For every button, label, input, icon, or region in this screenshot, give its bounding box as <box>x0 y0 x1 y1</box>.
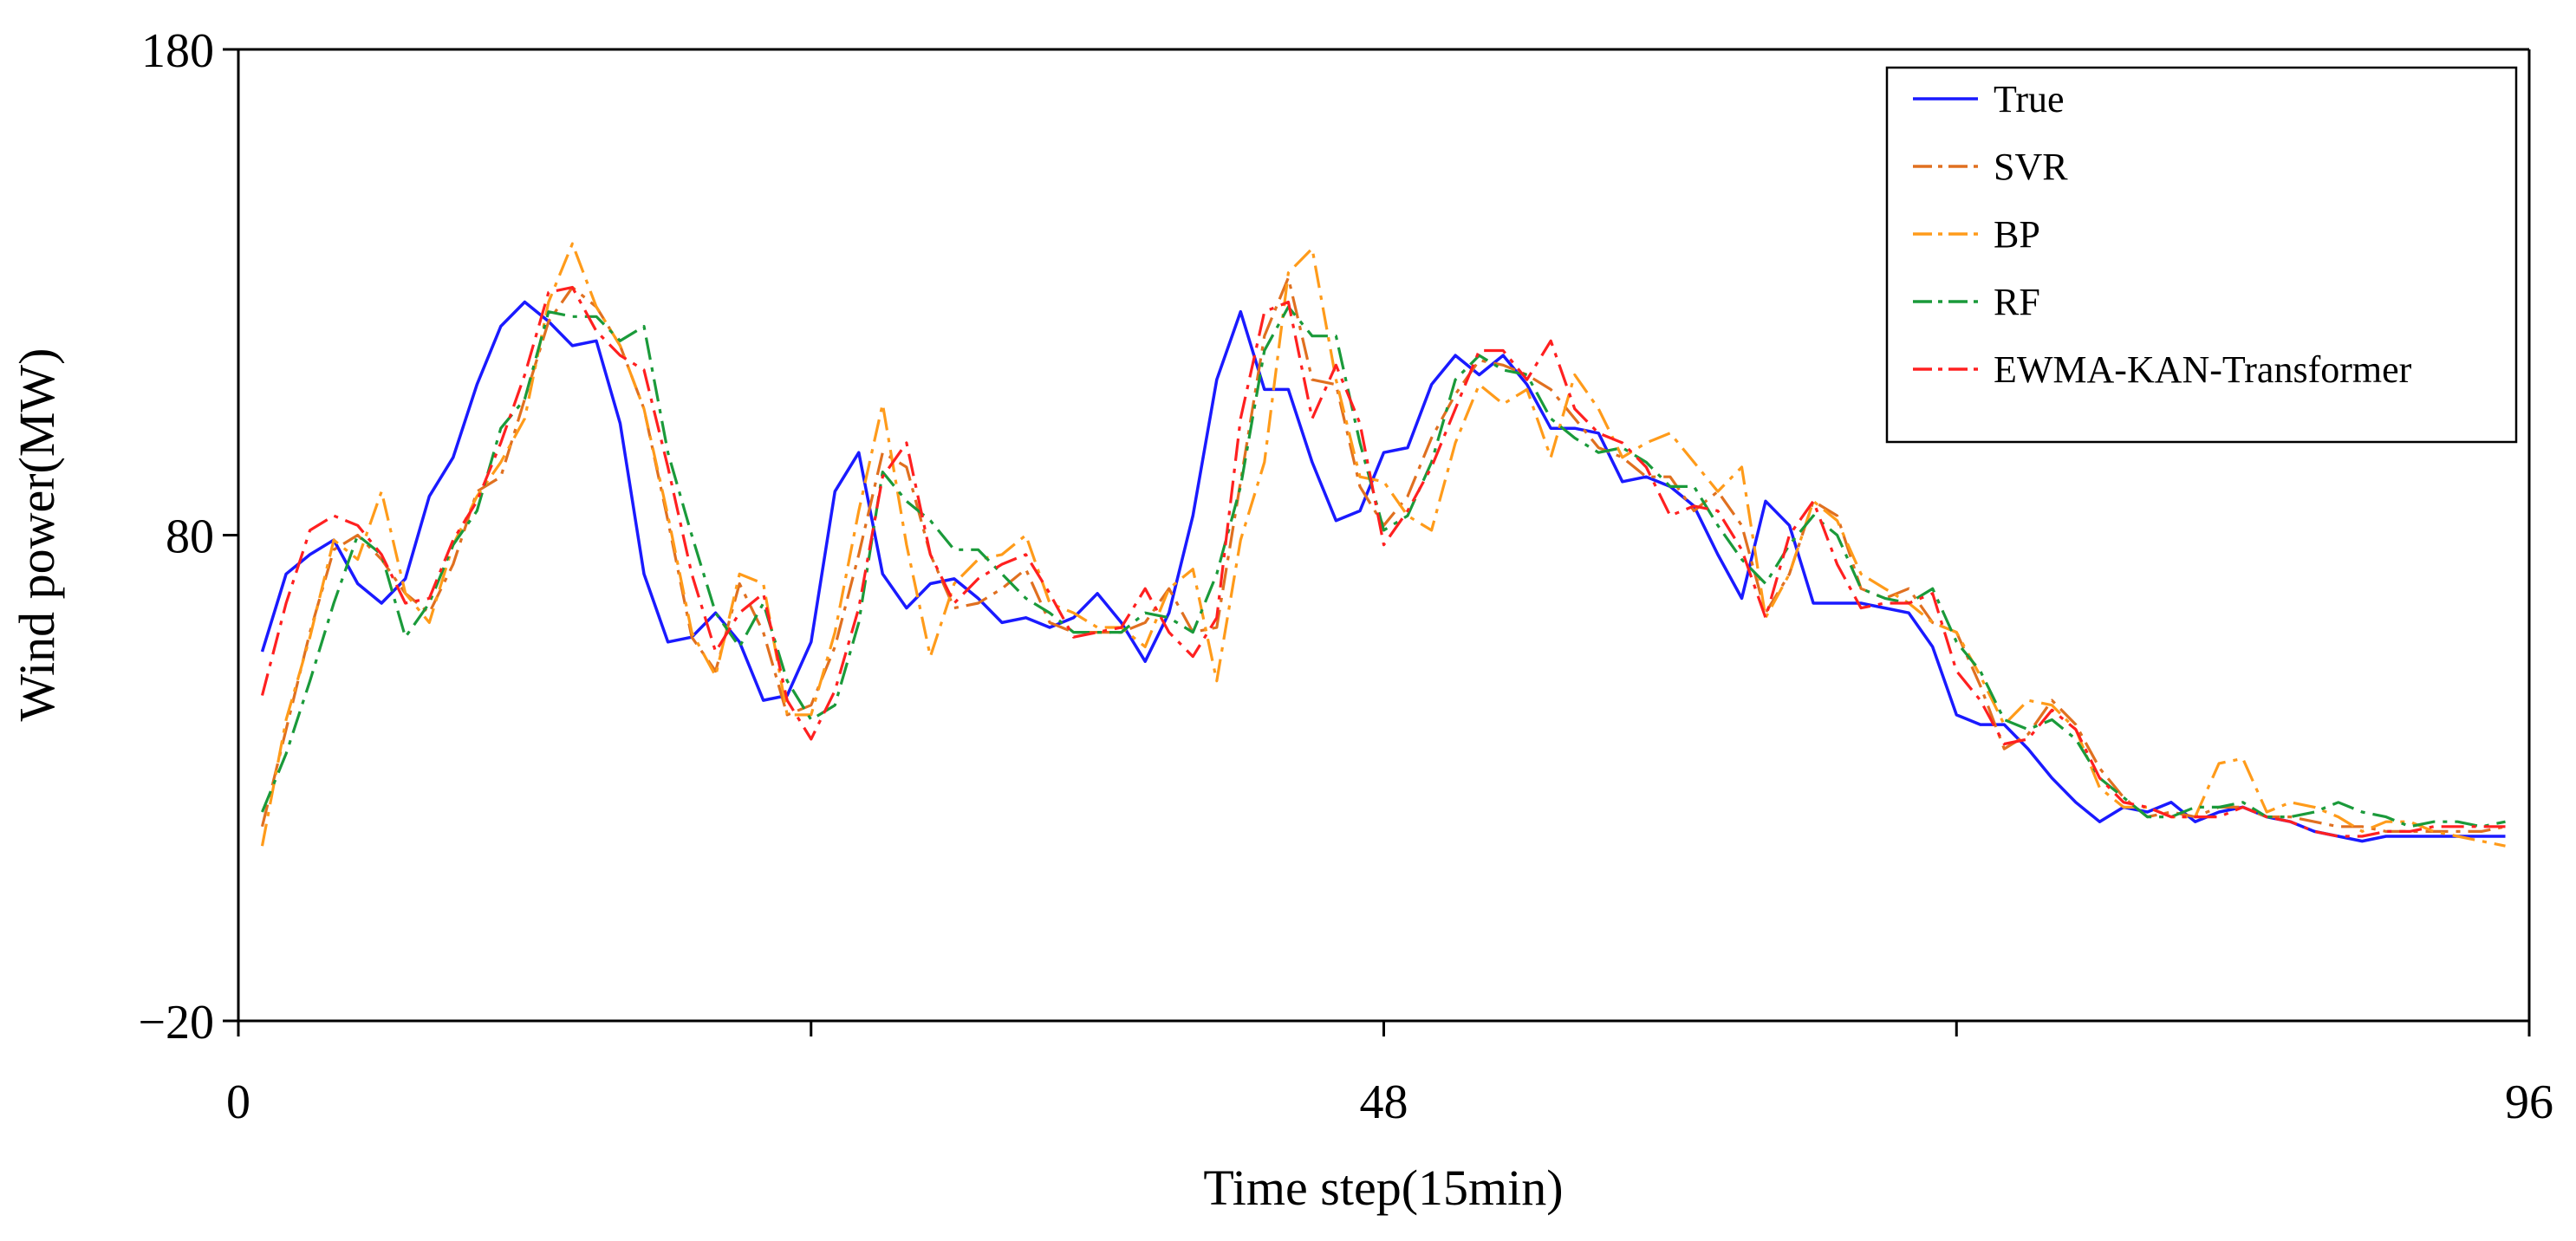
series-line-true <box>260 300 2506 843</box>
y-tick-label: −20 <box>138 996 214 1049</box>
legend-label: EWMA-KAN-Transformer <box>1994 348 2412 391</box>
series-line-bp <box>260 242 2506 848</box>
legend-box <box>1885 66 2518 444</box>
y-tick-label: 80 <box>166 510 214 564</box>
x-axis-title: Time step(15min) <box>1203 1160 1563 1216</box>
legend-label: BP <box>1994 213 2040 256</box>
legend-label: SVR <box>1994 146 2068 188</box>
x-axis-ticks: 0 48 96 <box>226 1021 2553 1129</box>
y-axis-title: Wind power(MW) <box>9 348 65 722</box>
y-tick-label: 180 <box>141 24 214 78</box>
x-tick-label: 0 <box>226 1075 250 1129</box>
series-line-ewma-kan-transformer <box>260 286 2506 838</box>
x-tick-label: 48 <box>1360 1075 1408 1129</box>
legend: True SVR BP RF EWMA-KAN-Transformer <box>1885 66 2518 444</box>
y-axis-ticks: −20 80 180 <box>138 24 238 1049</box>
legend-label: RF <box>1994 281 2040 323</box>
legend-label: True <box>1994 78 2065 120</box>
series-layer <box>260 242 2506 848</box>
series-line-rf <box>261 305 2506 828</box>
x-tick-label: 96 <box>2505 1075 2553 1129</box>
